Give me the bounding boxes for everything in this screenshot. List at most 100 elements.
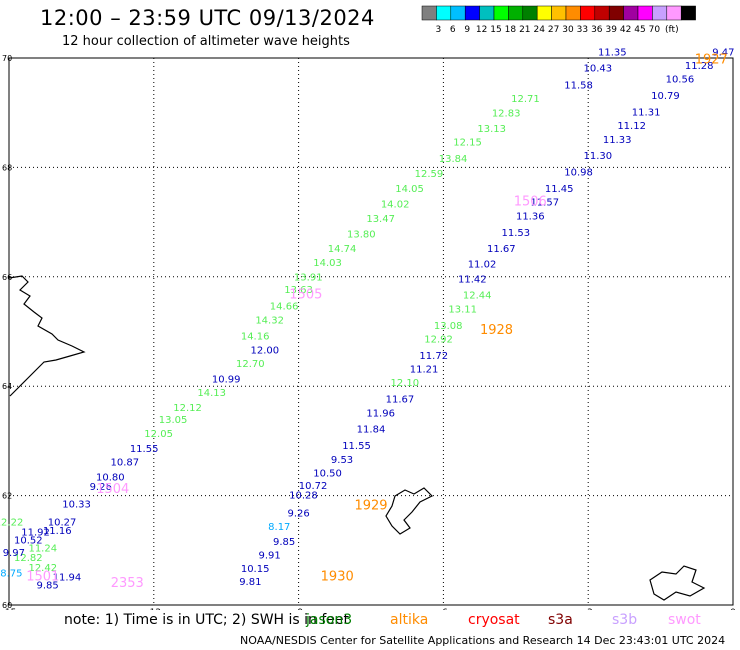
wave-height-label: 10.79: [651, 91, 680, 102]
faroe-coastline: [385, 487, 434, 535]
pass-time-label: 1928: [480, 323, 513, 338]
wave-height-label: 12.42: [28, 563, 57, 574]
wave-height-label: 10.15: [241, 564, 270, 575]
wave-height-label: 13.47: [366, 214, 395, 225]
colorbar-swatch: [680, 5, 696, 21]
wave-height-label: 11.28: [685, 61, 714, 72]
pass-time-label: 2353: [111, 576, 144, 591]
wave-height-label: 11.53: [501, 228, 530, 239]
plot-frame: [8, 57, 734, 606]
colorbar-tick-label: 18: [505, 25, 517, 35]
colorbar-tick-label: 70: [649, 25, 661, 35]
chart-subtitle: 12 hour collection of altimeter wave hei…: [62, 34, 350, 49]
wave-height-label: 14.32: [255, 315, 284, 326]
wave-height-label: 13.13: [477, 124, 506, 135]
wave-height-label: 14.13: [197, 388, 226, 399]
wave-height-label: 11.02: [468, 260, 497, 271]
colorbar-tick-label: 3: [436, 25, 442, 35]
wave-height-label: 14.05: [395, 184, 424, 195]
colorbar-unit: (ft): [665, 25, 679, 35]
wave-height-label: 11.84: [357, 425, 386, 436]
wave-height-label: 10.43: [584, 64, 613, 75]
colorbar-tick-label: 9: [464, 25, 470, 35]
wave-height-label: 9.97: [3, 548, 25, 559]
wave-height-label: 11.33: [603, 135, 632, 146]
wave-height-label: 14.66: [270, 302, 299, 313]
wave-height-label: 11.45: [545, 184, 574, 195]
wave-height-label: 9.47: [712, 47, 734, 58]
wave-height-label: 13.84: [439, 154, 468, 165]
colorbar-tick-label: 36: [591, 25, 603, 35]
colorbar-tick-label: 15: [490, 25, 501, 35]
pass-time-label: 1504: [96, 482, 129, 497]
mission-swot: swot: [668, 612, 701, 628]
pass-time-label: 1929: [354, 498, 387, 513]
wave-height-label: 9.91: [259, 551, 281, 562]
colorbar-tick-label: 45: [634, 25, 645, 35]
wave-height-label: 13.63: [284, 285, 313, 296]
wave-height-label: 11.31: [632, 107, 661, 118]
wave-height-label: 13.91: [294, 273, 323, 284]
wave-height-label: 12.70: [236, 359, 265, 370]
wave-height-label: 11.67: [386, 395, 415, 406]
colorbar-tick-label: 24: [533, 25, 545, 35]
wave-height-label: 13.11: [448, 304, 477, 315]
x-tick-label: -9: [294, 608, 303, 610]
wave-height-label: 14.03: [313, 258, 342, 269]
wave-height-label: 11.21: [410, 365, 439, 376]
wave-height-label: 8.17: [268, 522, 290, 533]
wave-height-label: 12.92: [424, 334, 453, 345]
wave-height-label: 11.30: [584, 151, 613, 162]
colorbar-tick-label: 27: [548, 25, 559, 35]
x-tick-label: 0: [730, 608, 736, 610]
wave-height-label: 11.67: [487, 244, 516, 255]
wave-height-label: 14.74: [328, 244, 357, 255]
wave-height-label: 8.75: [0, 569, 22, 580]
pass-time-label: 1505: [289, 288, 322, 303]
wave-height-label: 11.24: [28, 543, 57, 554]
wave-height-label: 11.72: [419, 351, 448, 362]
wave-height-label: 12.82: [14, 553, 43, 564]
credit-line: NOAA/NESDIS Center for Satellite Applica…: [240, 634, 726, 647]
wave-height-label: 9.81: [239, 577, 261, 588]
pass-time-label: 1930: [321, 569, 354, 584]
iceland-coastline: [8, 275, 86, 397]
mission-cryosat: cryosat: [468, 612, 520, 628]
wave-height-label: 10.72: [299, 481, 328, 492]
wave-height-label: 11.96: [366, 408, 395, 419]
x-tick-label: -15: [2, 608, 17, 610]
wave-height-label: 10.27: [48, 518, 77, 529]
wave-height-label: 11.55: [342, 441, 371, 452]
mission-altika: altika: [390, 612, 429, 628]
wave-height-label: 11.94: [53, 572, 82, 583]
wave-height-label: 11.42: [458, 274, 487, 285]
wave-height-label: 12.59: [415, 169, 444, 180]
colorbar-tick-label: 21: [519, 25, 530, 35]
wave-height-label: 11.16: [43, 526, 72, 537]
norway-coastline: [649, 565, 706, 601]
wave-height-label: 14.02: [381, 199, 410, 210]
pass-time-label: 1506: [514, 195, 547, 210]
wave-height-label: 10.52: [14, 536, 43, 547]
wave-height-label: 10.28: [289, 490, 318, 501]
y-tick-label: 60: [2, 601, 12, 610]
wave-height-label: 11.55: [130, 444, 159, 455]
colorbar-tick-label: 39: [605, 25, 617, 35]
mission-s3a: s3a: [548, 612, 573, 628]
mission-s3b: s3b: [612, 612, 638, 628]
wave-height-label: 10.87: [111, 458, 140, 469]
wave-height-label: 10.80: [96, 472, 125, 483]
wave-height-label: 12.44: [463, 291, 492, 302]
wave-height-label: 13.80: [347, 229, 376, 240]
wave-height-label: 9.85: [273, 537, 295, 548]
wave-height-label: 10.56: [666, 75, 695, 86]
wave-height-label: 12.10: [390, 378, 419, 389]
wave-height-label: 10.33: [62, 500, 91, 511]
wave-height-label: 10.98: [564, 168, 593, 179]
wave-height-label: 12.71: [511, 94, 540, 105]
wave-height-label: 12.05: [144, 429, 173, 440]
mission-jason3: jason3: [306, 612, 353, 628]
x-tick-label: -12: [146, 608, 161, 610]
wave-height-label: 9.85: [36, 581, 58, 592]
wave-height-label: 12.15: [453, 138, 482, 149]
